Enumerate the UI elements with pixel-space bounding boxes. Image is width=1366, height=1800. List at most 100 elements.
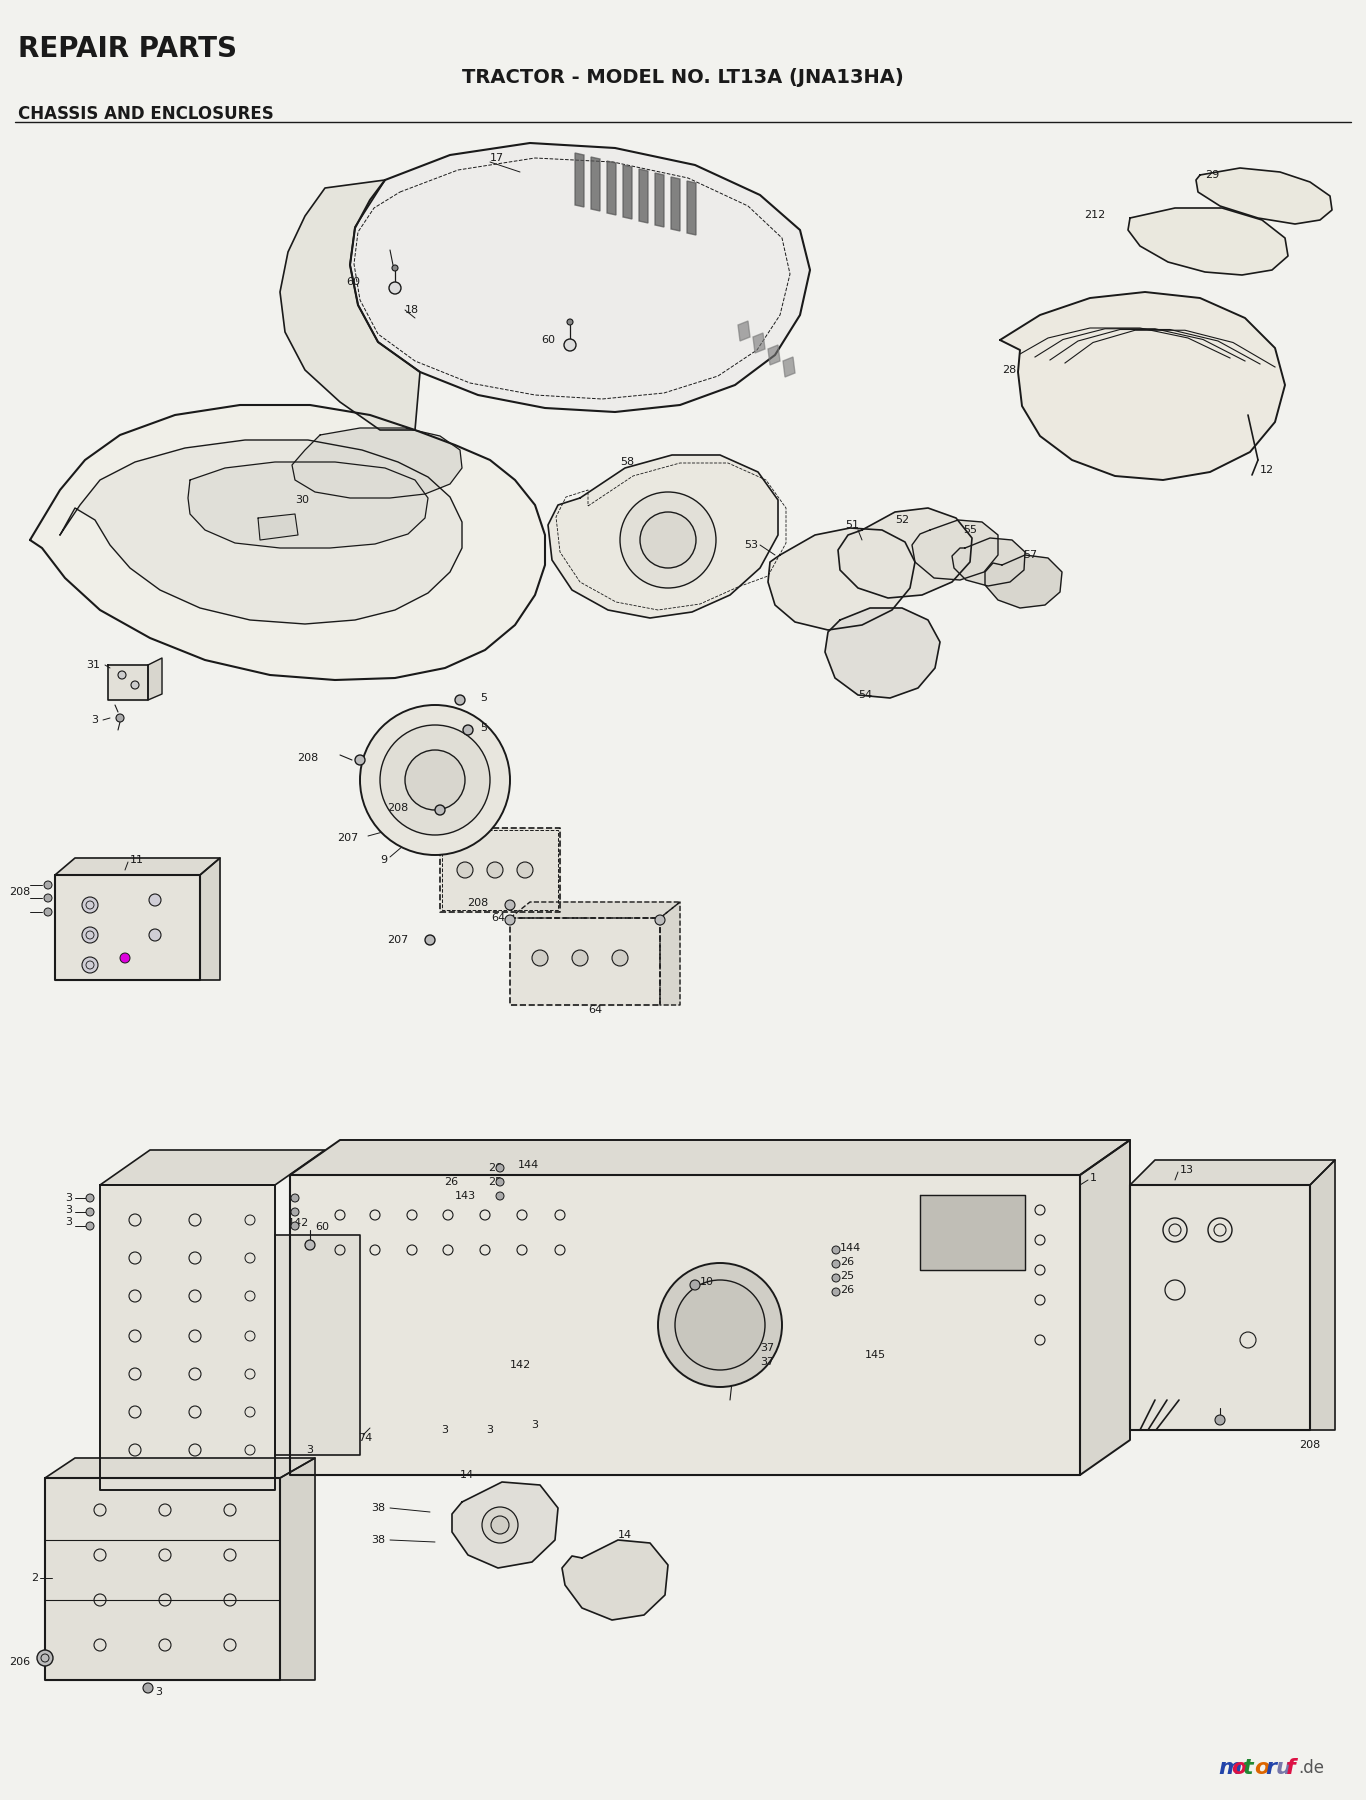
Text: 145: 145	[865, 1350, 887, 1361]
Circle shape	[496, 1165, 504, 1172]
Polygon shape	[768, 527, 915, 630]
Text: 208: 208	[387, 803, 408, 814]
Circle shape	[832, 1274, 840, 1282]
Polygon shape	[919, 1195, 1024, 1271]
Circle shape	[44, 907, 52, 916]
Text: 52: 52	[895, 515, 908, 526]
Polygon shape	[510, 902, 680, 918]
Text: r: r	[1265, 1759, 1276, 1778]
Text: 1: 1	[1090, 1174, 1097, 1183]
Circle shape	[291, 1222, 299, 1229]
Polygon shape	[837, 508, 973, 598]
Circle shape	[86, 1193, 94, 1202]
Text: 2: 2	[31, 1573, 38, 1582]
Circle shape	[516, 862, 533, 878]
Polygon shape	[55, 875, 199, 979]
Polygon shape	[952, 538, 1024, 587]
Circle shape	[458, 862, 473, 878]
Polygon shape	[660, 902, 680, 1004]
Circle shape	[82, 927, 98, 943]
Text: 9: 9	[380, 855, 387, 866]
Polygon shape	[452, 1481, 557, 1568]
Text: 207: 207	[387, 934, 408, 945]
Circle shape	[658, 1264, 781, 1388]
Text: 58: 58	[620, 457, 634, 466]
Polygon shape	[1130, 1184, 1310, 1429]
Polygon shape	[440, 828, 560, 913]
Polygon shape	[108, 664, 148, 700]
Circle shape	[1214, 1415, 1225, 1426]
Text: 12: 12	[1259, 464, 1274, 475]
Polygon shape	[985, 554, 1061, 608]
Text: 208: 208	[1299, 1440, 1321, 1451]
Polygon shape	[753, 333, 765, 353]
Polygon shape	[639, 169, 647, 223]
Polygon shape	[1128, 209, 1288, 275]
Circle shape	[355, 754, 365, 765]
Circle shape	[305, 1240, 316, 1249]
Text: 5: 5	[479, 693, 488, 704]
Polygon shape	[292, 428, 462, 499]
Text: 3: 3	[486, 1426, 493, 1435]
Polygon shape	[60, 439, 462, 625]
Polygon shape	[350, 142, 810, 412]
Text: 11: 11	[130, 855, 143, 866]
Text: 26: 26	[488, 1163, 503, 1174]
Text: 64: 64	[490, 913, 505, 923]
Text: 14: 14	[617, 1530, 632, 1541]
Circle shape	[44, 880, 52, 889]
Polygon shape	[825, 608, 940, 698]
Circle shape	[675, 1280, 765, 1370]
Circle shape	[44, 895, 52, 902]
Circle shape	[434, 805, 445, 815]
Text: 64: 64	[587, 1004, 602, 1015]
Polygon shape	[189, 463, 428, 547]
Text: 3: 3	[531, 1420, 538, 1429]
Text: 74: 74	[358, 1433, 373, 1444]
Text: 57: 57	[1023, 551, 1037, 560]
Polygon shape	[738, 320, 750, 340]
Circle shape	[463, 725, 473, 734]
Circle shape	[567, 319, 572, 326]
Text: u: u	[1276, 1759, 1292, 1778]
Text: 54: 54	[858, 689, 872, 700]
Text: 28: 28	[1003, 365, 1016, 374]
Text: o: o	[1231, 1759, 1246, 1778]
Circle shape	[392, 265, 398, 272]
Circle shape	[656, 914, 665, 925]
Circle shape	[620, 491, 716, 589]
Circle shape	[572, 950, 587, 967]
Text: 26: 26	[444, 1177, 458, 1186]
Text: 60: 60	[541, 335, 555, 346]
Text: 144: 144	[840, 1244, 861, 1253]
Circle shape	[361, 706, 510, 855]
Circle shape	[832, 1289, 840, 1296]
Circle shape	[404, 751, 464, 810]
Polygon shape	[419, 760, 440, 776]
Circle shape	[505, 900, 515, 911]
Text: 17: 17	[490, 153, 504, 164]
Circle shape	[482, 1507, 518, 1543]
Text: f: f	[1285, 1759, 1295, 1778]
Circle shape	[82, 958, 98, 974]
Text: 3: 3	[154, 1687, 163, 1697]
Text: 38: 38	[372, 1535, 385, 1544]
Circle shape	[488, 862, 503, 878]
Circle shape	[612, 950, 628, 967]
Polygon shape	[30, 405, 545, 680]
Text: 55: 55	[963, 526, 977, 535]
Polygon shape	[561, 1541, 668, 1620]
Text: 51: 51	[846, 520, 859, 529]
Text: 142: 142	[288, 1219, 309, 1228]
Circle shape	[832, 1260, 840, 1267]
Polygon shape	[548, 455, 779, 617]
Text: 53: 53	[744, 540, 758, 551]
Text: 144: 144	[518, 1159, 540, 1170]
Text: 3: 3	[92, 715, 98, 725]
Polygon shape	[100, 1184, 275, 1490]
Text: 208: 208	[296, 752, 318, 763]
Text: 143: 143	[455, 1192, 477, 1201]
Text: 3: 3	[306, 1445, 314, 1454]
Circle shape	[496, 1177, 504, 1186]
Circle shape	[131, 680, 139, 689]
